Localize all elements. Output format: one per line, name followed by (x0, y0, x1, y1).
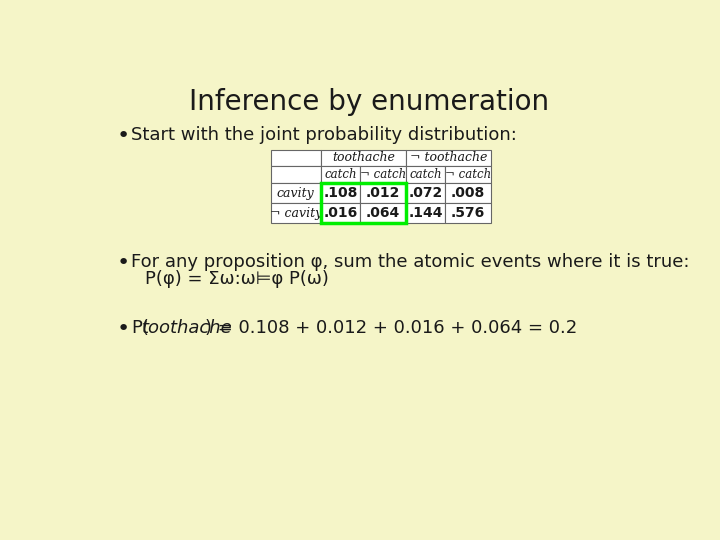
Text: P(φ) = Σω:ω⊨φ P(ω): P(φ) = Σω:ω⊨φ P(ω) (145, 271, 329, 288)
Bar (360, 184, 406, 204)
Text: •: • (117, 126, 130, 146)
Text: .064: .064 (366, 206, 400, 220)
Bar (406, 204, 445, 224)
Bar (360, 204, 406, 224)
Text: .108: .108 (323, 186, 358, 200)
Text: cavity: cavity (277, 187, 315, 200)
Bar (360, 166, 406, 184)
Text: P(: P( (131, 319, 149, 337)
Text: Inference by enumeration: Inference by enumeration (189, 88, 549, 116)
Bar (271, 166, 321, 184)
Bar (321, 166, 360, 184)
Bar (406, 166, 445, 184)
Bar (406, 184, 445, 204)
Bar (321, 204, 360, 224)
Text: .008: .008 (451, 186, 485, 200)
Bar (321, 184, 406, 224)
Bar (321, 184, 360, 204)
Text: toothache: toothache (332, 151, 395, 165)
Text: .012: .012 (366, 186, 400, 200)
Text: •: • (117, 319, 130, 339)
Text: •: • (117, 253, 130, 273)
Text: For any proposition φ, sum the atomic events where it is true:: For any proposition φ, sum the atomic ev… (131, 253, 690, 272)
Text: Start with the joint probability distribution:: Start with the joint probability distrib… (131, 126, 517, 144)
Bar (271, 204, 321, 224)
Bar (271, 184, 321, 204)
Text: ¬ toothache: ¬ toothache (410, 151, 487, 165)
Bar (271, 150, 321, 166)
Text: toothache: toothache (142, 319, 233, 337)
Text: ¬ catch: ¬ catch (360, 168, 406, 181)
Bar (445, 184, 492, 204)
Bar (445, 204, 492, 224)
Text: .144: .144 (408, 206, 443, 220)
Text: .576: .576 (451, 206, 485, 220)
Text: ¬ catch: ¬ catch (445, 168, 491, 181)
Text: catch: catch (324, 168, 356, 181)
Text: ) = 0.108 + 0.012 + 0.016 + 0.064 = 0.2: ) = 0.108 + 0.012 + 0.016 + 0.064 = 0.2 (204, 319, 577, 337)
Text: catch: catch (409, 168, 442, 181)
Bar (406, 150, 492, 166)
Text: .072: .072 (408, 186, 443, 200)
Bar (321, 150, 406, 166)
Text: .016: .016 (323, 206, 357, 220)
Text: ¬ cavity: ¬ cavity (269, 207, 322, 220)
Bar (445, 166, 492, 184)
